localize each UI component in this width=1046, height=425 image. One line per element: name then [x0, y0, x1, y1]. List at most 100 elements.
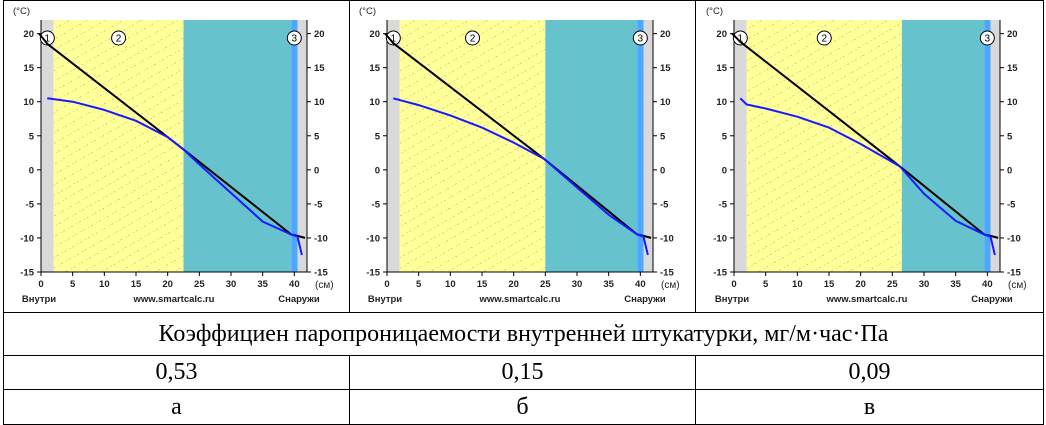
- x-tick-label: 25: [540, 279, 551, 290]
- layer-inner-plaster: [386, 19, 400, 272]
- charts-row: 20 20 15 15 10 10 5 5 0 0 -5 -5 -10 -10 -15 -15 0 5 10 15 20…: [3, 0, 1044, 313]
- y-tick-label-right: -10: [1007, 233, 1021, 244]
- layer-marker-label: 1: [44, 33, 50, 44]
- y-tick-label-left: 10: [23, 97, 34, 108]
- y-tick-label-left: 5: [374, 131, 380, 142]
- x-tick-label: 30: [918, 279, 929, 290]
- layer-marker-label: 3: [984, 33, 990, 44]
- y-tick-label-right: -10: [314, 233, 328, 244]
- x-tick-label: 30: [225, 279, 236, 290]
- x-tick-label: 35: [603, 279, 614, 290]
- x-tick-label: 5: [763, 279, 769, 290]
- layer-insulation: [544, 19, 637, 272]
- y-tick-label-right: 10: [1007, 97, 1018, 108]
- y-tick-label-right: 20: [314, 29, 325, 40]
- figure-table: 20 20 15 15 10 10 5 5 0 0 -5 -5 -10 -10 -15 -15 0 5 10 15 20…: [3, 0, 1044, 425]
- chart-cell-a: 20 20 15 15 10 10 5 5 0 0 -5 -5 -10 -10 -15 -15 0 5 10 15 20…: [3, 0, 350, 313]
- y-tick-label-left: -10: [20, 233, 34, 244]
- y-tick-label-left: 5: [721, 131, 727, 142]
- layer-marker-label: 3: [637, 33, 643, 44]
- y-tick-label-right: 0: [1007, 165, 1012, 176]
- y-tick-label-left: -10: [713, 233, 727, 244]
- x-tick-label: 0: [731, 279, 736, 290]
- outside-label: Снаружи: [278, 294, 320, 305]
- layer-outer-edge: [990, 19, 1000, 272]
- y-tick-label-left: 15: [716, 63, 727, 74]
- y-tick-label-right: 15: [314, 63, 325, 74]
- y-tick-label-right: 20: [660, 29, 671, 40]
- layer-marker-label: 1: [737, 33, 743, 44]
- x-tick-label: 10: [792, 279, 803, 290]
- y-tick-label-right: -15: [660, 267, 674, 278]
- layer-marker-label: 2: [469, 33, 475, 44]
- inside-label: Внутри: [21, 294, 55, 305]
- x-tick-label: 40: [635, 279, 646, 290]
- y-tick-label-right: 0: [314, 165, 319, 176]
- inside-label: Внутри: [714, 294, 748, 305]
- dewpoint-line: [739, 97, 996, 255]
- value-cell-b: 0,15: [349, 355, 696, 390]
- layer-marker-circle: [110, 30, 126, 45]
- temperature-line: [37, 32, 305, 239]
- value-cell-a: 0,53: [3, 355, 350, 390]
- y-unit-label: (°C): [13, 6, 30, 17]
- y-tick-label-right: -5: [1007, 199, 1016, 210]
- x-tick-label: 15: [476, 279, 487, 290]
- y-tick-label-left: 0: [28, 165, 33, 176]
- y-tick-label-right: 5: [314, 131, 320, 142]
- layer-marker-circle: [732, 30, 748, 45]
- layer-marker-label: 3: [291, 33, 297, 44]
- y-tick-label-left: 15: [23, 63, 34, 74]
- layer-main-hatch: [399, 19, 545, 272]
- layer-inner-plaster: [733, 19, 747, 272]
- y-tick-label-right: 10: [660, 97, 671, 108]
- y-tick-label-left: 20: [716, 29, 727, 40]
- outside-label: Снаружи: [971, 294, 1013, 305]
- x-tick-label: 5: [70, 279, 76, 290]
- y-tick-label-right: -15: [1007, 267, 1021, 278]
- layer-marker-label: 1: [390, 33, 396, 44]
- dewpoint-line: [392, 96, 649, 255]
- chart-a: 20 20 15 15 10 10 5 5 0 0 -5 -5 -10 -10 -15 -15 0 5 10 15 20…: [13, 6, 334, 305]
- x-tick-label: 40: [982, 279, 993, 290]
- site-label: www.smartcalc.ru: [478, 294, 560, 305]
- y-tick-label-left: -15: [20, 267, 34, 278]
- x-tick-label: 25: [887, 279, 898, 290]
- x-tick-label: 5: [416, 279, 422, 290]
- y-tick-label-right: 5: [660, 131, 666, 142]
- x-tick-label: 35: [950, 279, 961, 290]
- layer-marker-circle: [286, 30, 302, 45]
- x-tick-label: 40: [289, 279, 300, 290]
- x-tick-label: 10: [99, 279, 110, 290]
- y-tick-label-left: 15: [369, 63, 380, 74]
- temperature-line: [730, 32, 998, 239]
- layer-inner-plaster: [40, 19, 54, 272]
- y-tick-label-right: 20: [1007, 29, 1018, 40]
- value-cell-c: 0,09: [695, 355, 1044, 390]
- x-tick-label: 15: [130, 279, 141, 290]
- y-unit-label: (°C): [359, 6, 376, 17]
- layer-marker-label: 2: [115, 33, 121, 44]
- x-tick-label: 35: [257, 279, 268, 290]
- x-tick-label: 25: [194, 279, 205, 290]
- y-tick-label-right: 15: [660, 63, 671, 74]
- layer-marker-circle: [979, 30, 995, 45]
- x-tick-label: 0: [384, 279, 389, 290]
- label-cell-c: в: [695, 389, 1044, 425]
- layer-outer-edge: [297, 19, 307, 272]
- layer-insulation: [183, 19, 291, 272]
- site-label: www.smartcalc.ru: [825, 294, 907, 305]
- layer-outer-plaster: [290, 19, 297, 272]
- x-tick-label: 15: [823, 279, 834, 290]
- layer-insulation: [901, 19, 984, 272]
- y-tick-label-left: 20: [23, 29, 34, 40]
- layer-outer-plaster: [983, 19, 990, 272]
- chart-cell-c: 20 20 15 15 10 10 5 5 0 0 -5 -5 -10 -10 -15 -15 0 5 10 15 20…: [695, 0, 1044, 313]
- label-cell-a: а: [3, 389, 350, 425]
- y-tick-label-left: -15: [366, 267, 380, 278]
- table-caption: Коэффициен паропроницаемости внутренней …: [3, 312, 1044, 356]
- caption-row: Коэффициен паропроницаемости внутренней …: [3, 312, 1044, 356]
- y-tick-label-right: 5: [1007, 131, 1013, 142]
- layer-marker-circle: [464, 30, 480, 45]
- y-tick-label-right: -5: [314, 199, 323, 210]
